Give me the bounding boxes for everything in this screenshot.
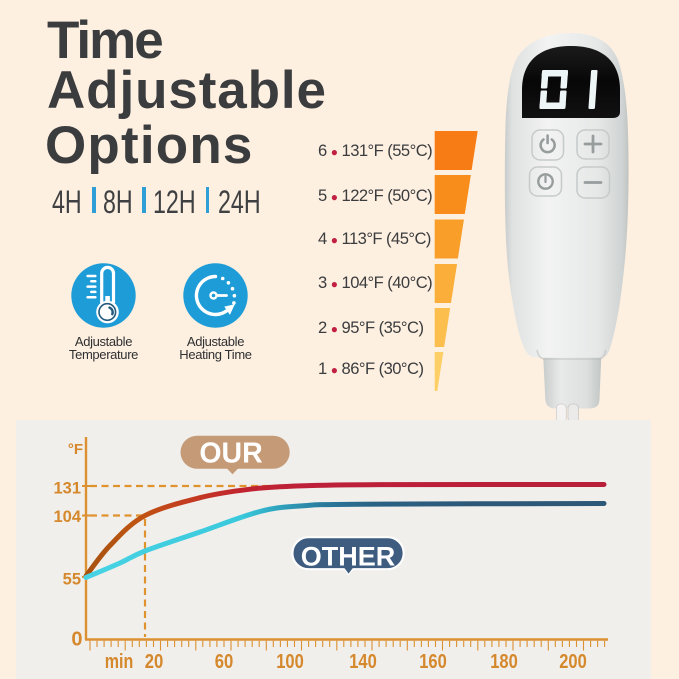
svg-text:OUR: OUR — [199, 437, 262, 469]
svg-text:20: 20 — [145, 651, 164, 673]
svg-text:200: 200 — [559, 651, 587, 673]
svg-text:60: 60 — [215, 651, 234, 673]
svg-text:140: 140 — [349, 651, 377, 673]
svg-text:°F: °F — [68, 441, 83, 458]
svg-text:131: 131 — [53, 480, 81, 498]
svg-text:55: 55 — [63, 571, 81, 589]
svg-text:100: 100 — [276, 651, 304, 673]
svg-text:180: 180 — [490, 651, 518, 673]
svg-text:min: min — [105, 651, 134, 673]
svg-text:OTHER: OTHER — [301, 542, 396, 572]
svg-text:160: 160 — [419, 651, 447, 673]
svg-text:104: 104 — [53, 508, 81, 526]
svg-text:0: 0 — [71, 629, 82, 651]
